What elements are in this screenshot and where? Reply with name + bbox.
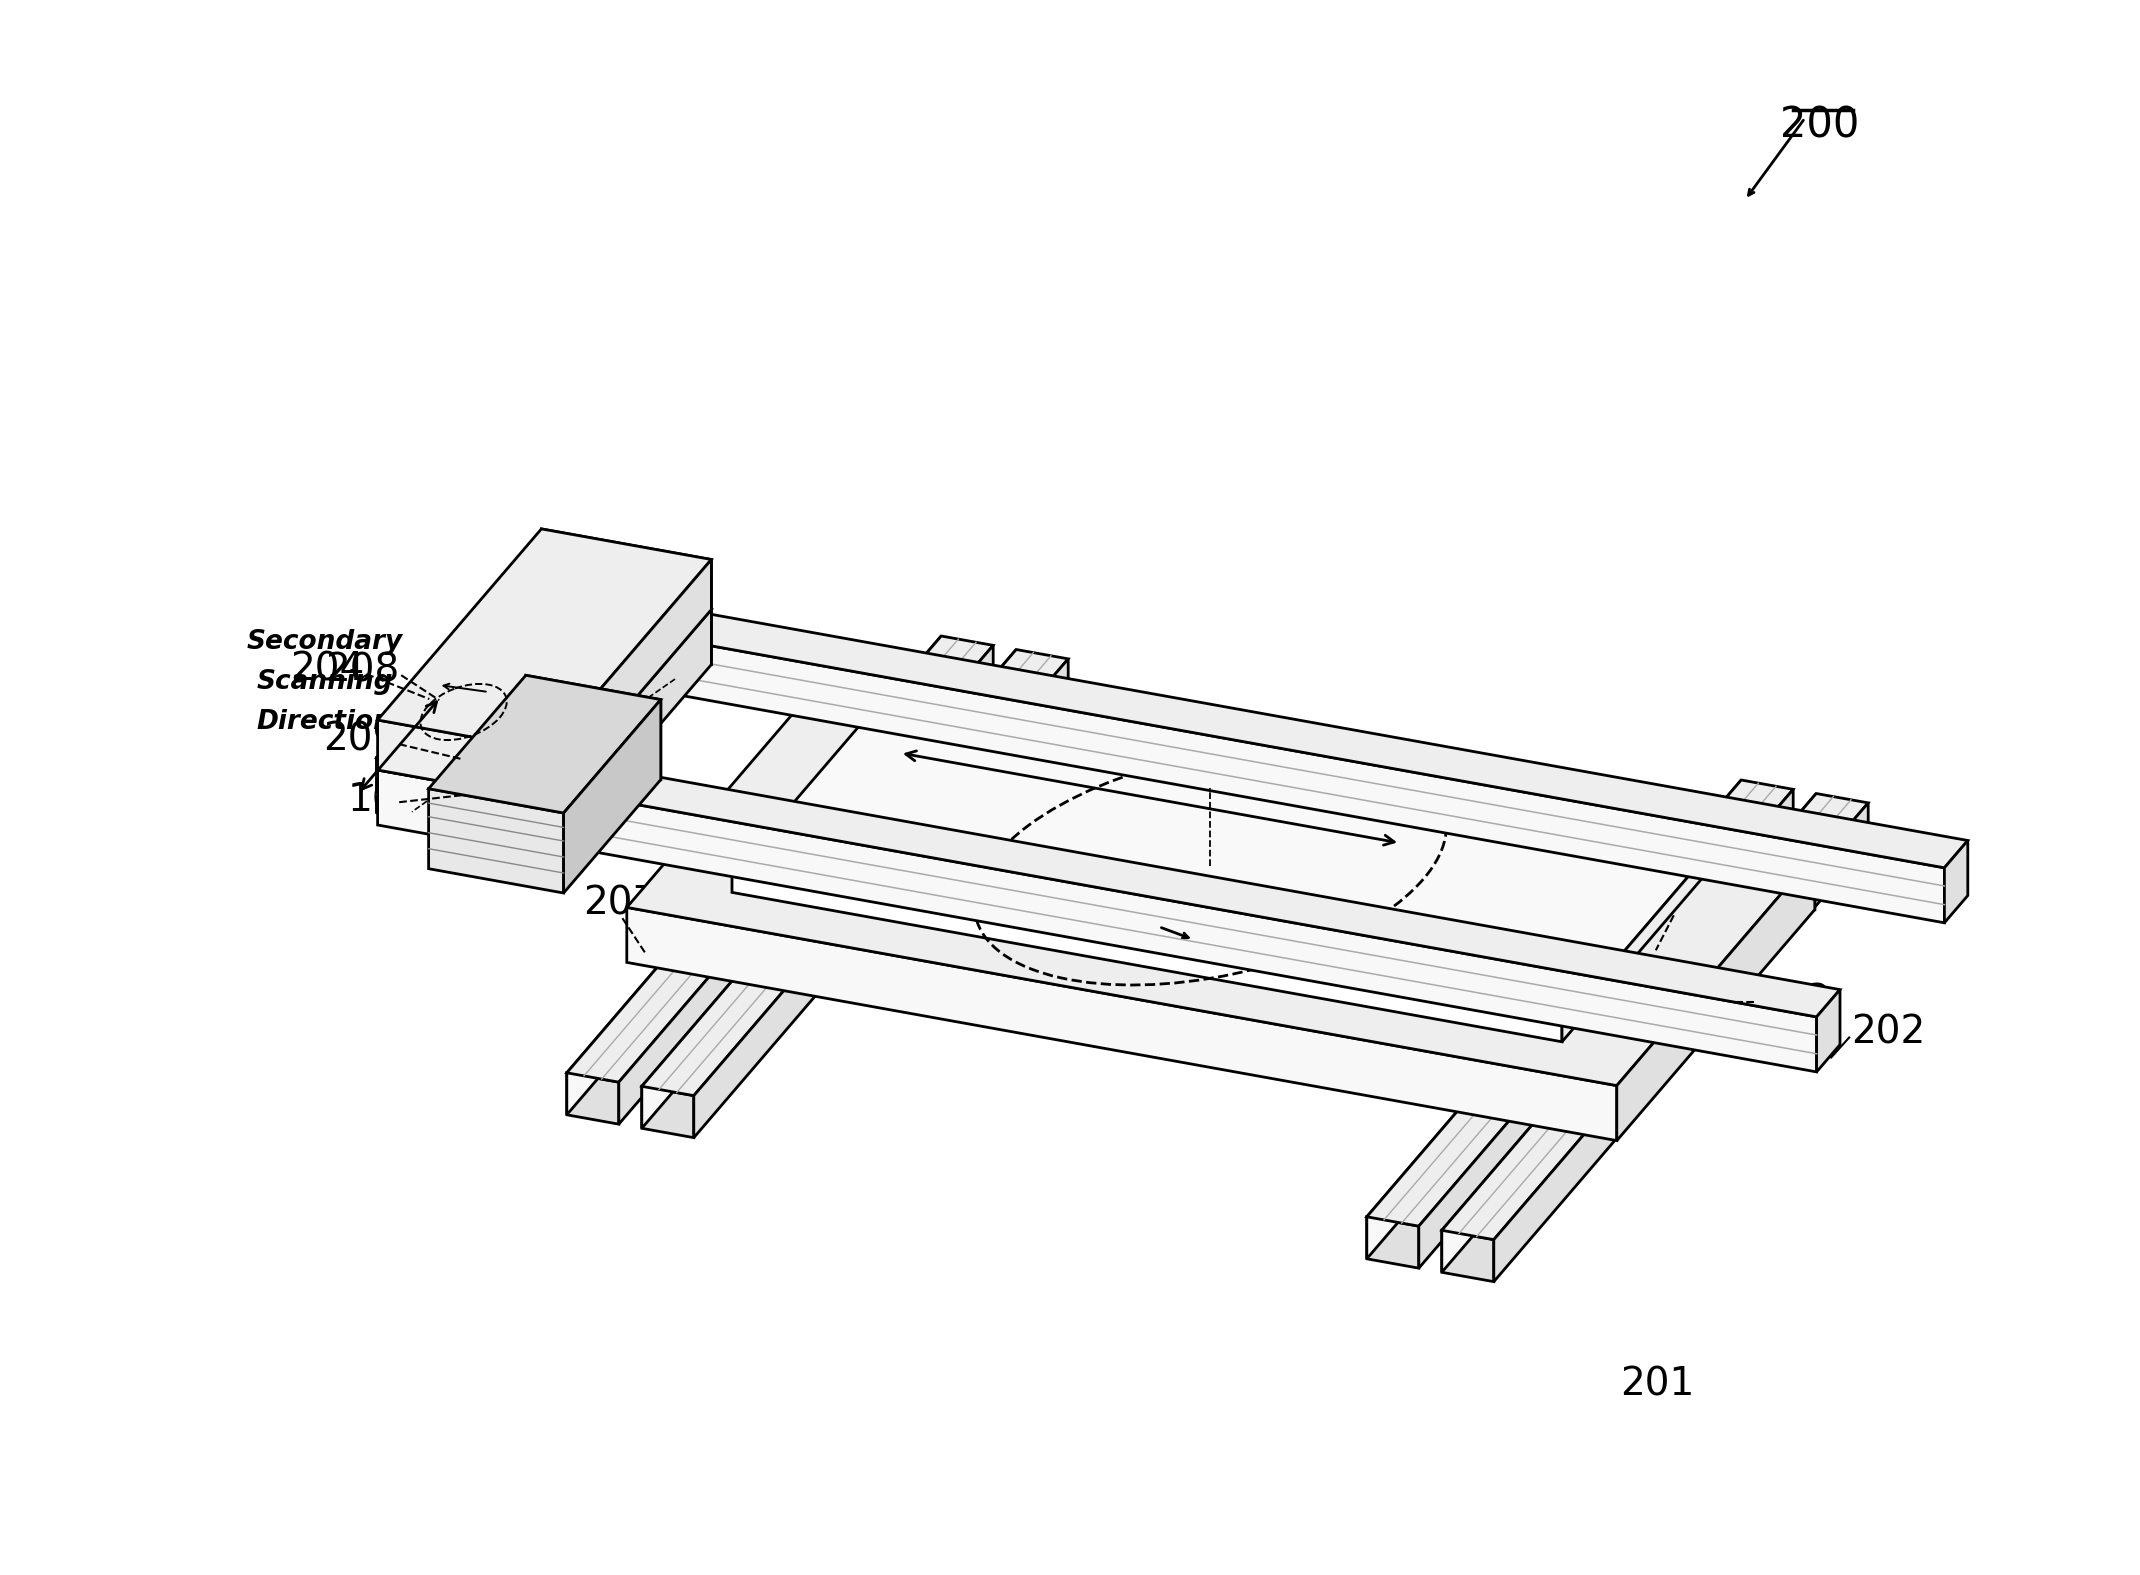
Polygon shape <box>642 649 1068 1096</box>
Polygon shape <box>642 649 1016 1128</box>
Text: 201: 201 <box>1620 1366 1695 1403</box>
Polygon shape <box>567 1073 618 1125</box>
Polygon shape <box>567 636 942 1115</box>
Polygon shape <box>732 874 1562 1041</box>
Polygon shape <box>1817 989 1840 1073</box>
Text: Primary Scanning: Primary Scanning <box>1049 773 1312 844</box>
Polygon shape <box>428 789 563 893</box>
Text: 203: 203 <box>1755 983 1830 1021</box>
Polygon shape <box>1494 803 1868 1282</box>
Polygon shape <box>1367 1217 1419 1268</box>
Polygon shape <box>824 676 1815 910</box>
Text: Secondary: Secondary <box>246 628 402 655</box>
Polygon shape <box>526 676 661 780</box>
Polygon shape <box>541 529 710 610</box>
Text: 204: 204 <box>291 650 364 688</box>
Polygon shape <box>505 608 1945 923</box>
Polygon shape <box>428 676 661 813</box>
Polygon shape <box>541 580 710 665</box>
Polygon shape <box>1562 852 1710 1041</box>
Polygon shape <box>377 580 710 800</box>
Text: Scanning: Scanning <box>257 669 392 695</box>
Polygon shape <box>377 529 710 751</box>
Text: 10: 10 <box>347 781 398 819</box>
Polygon shape <box>1945 841 1969 923</box>
Polygon shape <box>1618 855 1815 1140</box>
Polygon shape <box>563 699 661 893</box>
Polygon shape <box>377 770 548 855</box>
Polygon shape <box>505 581 529 663</box>
Polygon shape <box>567 636 993 1082</box>
Text: 208: 208 <box>325 650 400 690</box>
Text: 205: 205 <box>1676 891 1751 929</box>
Polygon shape <box>627 676 1815 1085</box>
Text: 200: 200 <box>1780 106 1860 146</box>
Polygon shape <box>1442 1230 1494 1282</box>
Polygon shape <box>1442 794 1817 1273</box>
Polygon shape <box>732 702 1710 1024</box>
Polygon shape <box>880 702 1710 869</box>
Polygon shape <box>505 581 1969 868</box>
Polygon shape <box>693 658 1068 1137</box>
Polygon shape <box>618 646 993 1125</box>
Text: Direction: Direction <box>257 709 392 736</box>
Polygon shape <box>1442 794 1868 1240</box>
Text: 207: 207 <box>584 884 657 923</box>
Text: 202: 202 <box>1851 1013 1926 1052</box>
Polygon shape <box>1419 789 1793 1268</box>
Text: 209: 209 <box>323 720 398 758</box>
Polygon shape <box>1367 780 1742 1258</box>
Polygon shape <box>377 731 1840 1017</box>
Text: Direction: Direction <box>1106 816 1243 866</box>
Polygon shape <box>548 610 710 855</box>
Polygon shape <box>377 731 400 813</box>
Polygon shape <box>1367 780 1793 1227</box>
Polygon shape <box>377 720 548 800</box>
Text: P: P <box>1335 762 1365 805</box>
Polygon shape <box>377 758 1817 1073</box>
Polygon shape <box>642 1087 693 1137</box>
Polygon shape <box>548 559 710 800</box>
Polygon shape <box>627 907 1618 1140</box>
